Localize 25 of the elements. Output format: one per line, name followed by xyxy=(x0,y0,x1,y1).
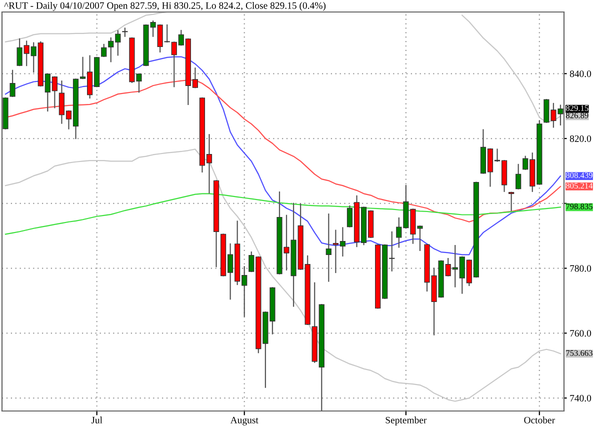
candlestick xyxy=(122,28,128,37)
data-label: 826.89 xyxy=(566,112,588,118)
y-tick-label: 780.0 xyxy=(570,265,592,272)
y-tick-label: 820.0 xyxy=(570,135,592,142)
line-series xyxy=(4,193,562,235)
data-label: 808.439 xyxy=(566,172,592,178)
candlestick xyxy=(10,70,16,97)
annotation: 829.15 xyxy=(566,105,588,111)
data-label: 805.214 xyxy=(566,182,593,189)
data-label: 798.835 xyxy=(566,204,592,210)
y-tick-label: 740.0 xyxy=(570,394,592,402)
x-tick-label: August xyxy=(230,416,258,426)
data-label: 753.663 xyxy=(566,350,592,356)
candlestick xyxy=(101,44,107,57)
line-series xyxy=(4,56,562,256)
x-tick-label: September xyxy=(386,416,427,426)
x-tick-label: Jul xyxy=(91,416,102,424)
y-tick-label: 760.0 xyxy=(570,330,592,337)
line-series xyxy=(4,148,562,402)
candlestick xyxy=(516,164,522,190)
candlestick xyxy=(508,192,514,212)
x-tick-label: October xyxy=(524,416,555,424)
y-tick-label: 840.0 xyxy=(570,70,592,78)
candlestick xyxy=(326,214,332,282)
chart-title: ^RUT - Daily 04/10/2007 Open 827.59, Hi 830.25, Lo 824.2, Close 829.15 (0.4%) xyxy=(4,2,326,11)
